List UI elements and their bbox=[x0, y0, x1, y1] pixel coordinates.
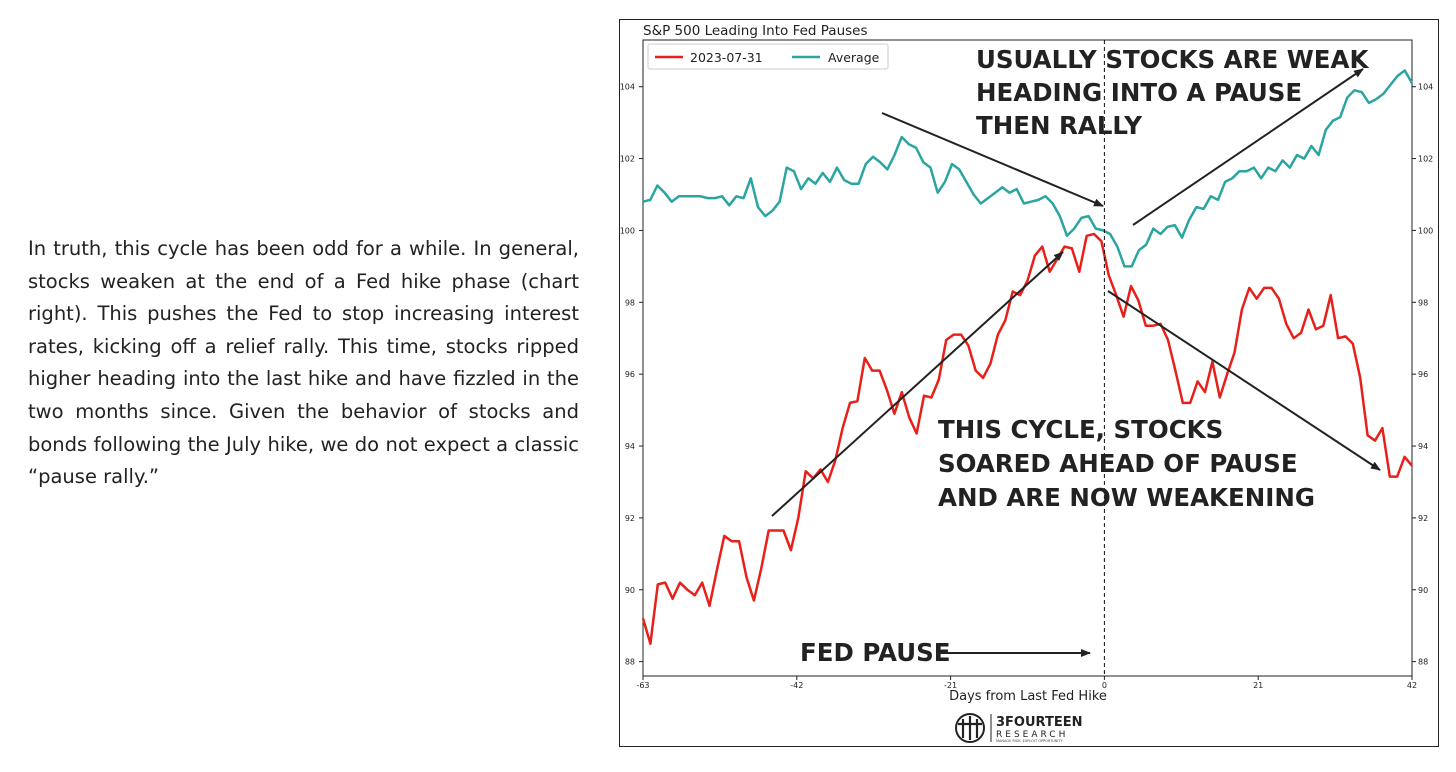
axis-ticks: 88 88 90 90 92 92 94 94 96 96 98 98 100 100 102 102 104 1… bbox=[620, 83, 1434, 690]
series-line-2023 bbox=[641, 232, 1413, 645]
annotation-fed-pause: FED PAUSE bbox=[800, 638, 951, 667]
logo: 3FOURTEEN RESEARCH MANAGE RISK. EXPLOIT … bbox=[955, 713, 1082, 743]
logo-name: 3FOURTEEN bbox=[996, 715, 1082, 730]
chart-frame bbox=[619, 19, 1439, 747]
annotation-top-line-1: USUALLY STOCKS ARE WEAK bbox=[976, 45, 1369, 74]
y-tick-label-right: 96 bbox=[1418, 370, 1428, 379]
annotation-middle-line-2: SOARED AHEAD OF PAUSE bbox=[938, 449, 1298, 478]
y-tick-label-left: 90 bbox=[625, 586, 635, 595]
y-tick-label-left: 102 bbox=[620, 155, 635, 164]
y-tick-label-left: 98 bbox=[625, 298, 635, 307]
series-line-average bbox=[642, 69, 1414, 268]
arrow-rally-after-pause bbox=[1132, 68, 1364, 226]
logo-tagline: MANAGE RISK. EXPLOIT OPPORTUNITY bbox=[996, 739, 1064, 743]
x-tick-label: 0 bbox=[1102, 681, 1107, 690]
arrow-soared-ahead bbox=[771, 251, 1064, 517]
legend-label-2023: 2023-07-31 bbox=[690, 50, 763, 65]
y-tick-label-left: 104 bbox=[620, 83, 635, 92]
annotation-middle-line-3: AND ARE NOW WEAKENING bbox=[938, 483, 1315, 512]
x-tick-label: -42 bbox=[790, 681, 803, 690]
y-tick-label-left: 94 bbox=[625, 442, 635, 451]
y-tick-label-right: 94 bbox=[1418, 442, 1428, 451]
legend-box bbox=[647, 43, 889, 70]
legend: 2023-07-31 Average bbox=[647, 43, 889, 70]
annotation-top-line-3: THEN RALLY bbox=[976, 111, 1142, 140]
y-tick-label-right: 100 bbox=[1418, 226, 1433, 235]
logo-subname: RESEARCH bbox=[996, 730, 1068, 740]
annotation-middle-line-1: THIS CYCLE, STOCKS bbox=[938, 415, 1223, 444]
y-tick-label-right: 90 bbox=[1418, 586, 1428, 595]
arrow-now-weakening bbox=[1107, 290, 1381, 471]
y-tick-label-right: 102 bbox=[1418, 155, 1433, 164]
chart-title: S&P 500 Leading Into Fed Pauses bbox=[643, 23, 868, 39]
y-tick-label-right: 92 bbox=[1418, 514, 1428, 523]
x-tick-label: 21 bbox=[1253, 681, 1263, 690]
y-tick-label-left: 96 bbox=[625, 370, 635, 379]
x-tick-label: 42 bbox=[1407, 681, 1417, 690]
logo-circle-icon bbox=[955, 713, 985, 743]
y-tick-label-left: 100 bbox=[620, 226, 635, 235]
annotation-top-line-2: HEADING INTO A PAUSE bbox=[976, 78, 1302, 107]
x-tick-label: -63 bbox=[636, 681, 649, 690]
y-tick-label-left: 92 bbox=[625, 514, 635, 523]
plot-area bbox=[642, 39, 1413, 677]
y-tick-label-right: 104 bbox=[1418, 83, 1433, 92]
x-axis-label: Days from Last Fed Hike bbox=[949, 689, 1107, 704]
y-tick-label-right: 88 bbox=[1418, 658, 1428, 667]
y-tick-label-left: 88 bbox=[625, 658, 635, 667]
x-tick-label: -21 bbox=[944, 681, 957, 690]
arrow-weak-into-pause bbox=[881, 112, 1104, 207]
series-group bbox=[641, 69, 1414, 645]
article-paragraph: In truth, this cycle has been odd for a … bbox=[28, 237, 579, 489]
y-tick-label-right: 98 bbox=[1418, 298, 1428, 307]
legend-label-average: Average bbox=[828, 50, 880, 65]
